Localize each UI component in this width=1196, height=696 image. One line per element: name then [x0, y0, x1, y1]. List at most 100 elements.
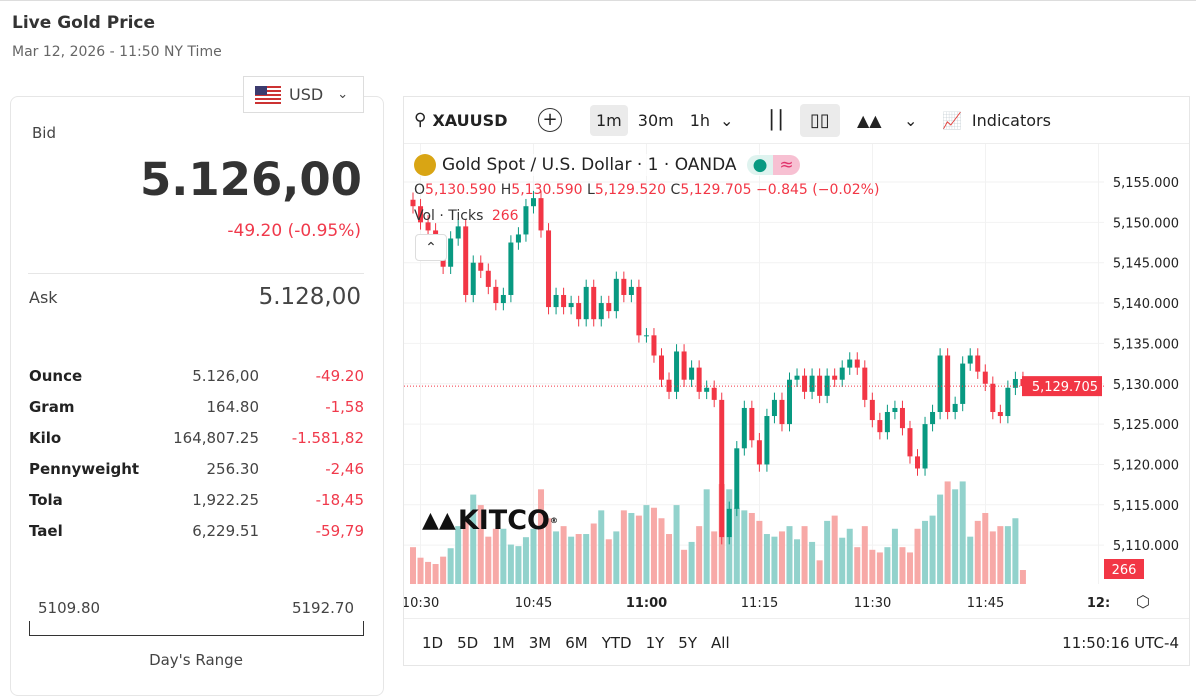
volume-bar: [515, 546, 522, 584]
price-tick: 5,120.000: [1113, 458, 1179, 473]
interval-1h[interactable]: 1h: [689, 110, 711, 130]
unit-change: -1,58: [325, 398, 364, 416]
unit-value: 164,807.25: [173, 429, 259, 447]
unit-row: Ounce 5.126,00 -49.20: [29, 367, 364, 395]
unit-change: -59,79: [315, 522, 364, 540]
symbol-label: XAUUSD: [432, 110, 508, 130]
range-1M[interactable]: 1M: [492, 634, 515, 652]
last-price-box: [1022, 376, 1102, 397]
volume-bar: [620, 510, 627, 584]
area-chart-icon[interactable]: ▲▲: [857, 110, 882, 130]
candle: [696, 367, 702, 392]
candle: [839, 367, 845, 380]
volume-bar: [824, 520, 831, 584]
compare-add-icon[interactable]: +: [538, 108, 562, 132]
volume-bar: [771, 536, 778, 584]
interval-30m[interactable]: 30m: [637, 110, 674, 130]
volume-bar: [914, 528, 921, 584]
volume-bar: [989, 531, 996, 584]
volume-bar: [997, 526, 1004, 584]
interval-1m[interactable]: 1m: [590, 104, 628, 136]
candle: [734, 448, 740, 509]
candle: [997, 411, 1003, 417]
volume-bar: [530, 528, 537, 584]
candle: [975, 355, 981, 372]
volume-bar: [846, 528, 853, 584]
range-3M[interactable]: 3M: [528, 634, 552, 652]
volume-bar: [455, 526, 462, 584]
range-5Y[interactable]: 5Y: [678, 634, 698, 652]
volume-bar: [560, 526, 567, 584]
volume-bar: [861, 526, 868, 584]
candle: [771, 399, 777, 417]
volume-bar: [553, 531, 560, 584]
candle: [749, 407, 755, 441]
chart-type-dropdown-icon[interactable]: ⌄: [904, 110, 918, 130]
volume-bar: [944, 481, 951, 584]
volume-label: Vol · Ticks: [414, 208, 484, 224]
candle: [478, 262, 484, 271]
range-6M[interactable]: 6M: [565, 634, 588, 652]
divider: [28, 273, 364, 274]
currency-select[interactable]: USD ⌄: [243, 76, 364, 113]
interval-dropdown-icon[interactable]: ⌄: [720, 110, 734, 130]
volume-bar: [410, 547, 416, 584]
change-value: −0.845 (−0.02%): [756, 182, 880, 198]
candle: [674, 351, 680, 392]
indicators-icon: 📈: [942, 110, 962, 130]
volume-bar: [447, 548, 454, 584]
range-YTD[interactable]: YTD: [601, 634, 632, 652]
candle: [689, 367, 695, 380]
last-volume-box: [1104, 559, 1144, 579]
volume-bar: [884, 547, 891, 584]
candle: [546, 230, 552, 308]
candle: [613, 278, 619, 312]
candle: [899, 407, 905, 429]
volume-bar: [748, 512, 755, 584]
range-bar: [29, 621, 364, 636]
collapse-legend-button[interactable]: ⌃: [415, 234, 447, 261]
range-1D[interactable]: 1D: [422, 634, 444, 652]
volume-bar: [666, 534, 673, 584]
candle: [598, 303, 604, 320]
volume-bar: [545, 518, 552, 584]
candle: [817, 375, 823, 396]
volume-bar: [952, 489, 959, 584]
candle: [666, 379, 672, 392]
price-tick: 5,145.000: [1113, 257, 1179, 272]
range-All[interactable]: All: [711, 634, 730, 652]
page-title: Live Gold Price: [12, 13, 156, 33]
candle: [832, 375, 838, 380]
indicators-button[interactable]: 📈 Indicators: [942, 97, 1051, 143]
time-tick: 11:15: [741, 596, 778, 611]
candle: [719, 399, 725, 538]
candle: [636, 286, 642, 336]
candle: [960, 363, 966, 404]
candle: [508, 242, 514, 295]
volume-bar: [522, 537, 529, 584]
bar-chart-icon[interactable]: ⎥⎥: [765, 109, 783, 131]
range-5D[interactable]: 5D: [457, 634, 479, 652]
range-1Y[interactable]: 1Y: [645, 634, 665, 652]
volume-bar: [568, 536, 575, 584]
settings-icon[interactable]: ⬡: [1136, 592, 1150, 611]
volume-bar: [816, 560, 823, 584]
unit-change: -1.581,82: [291, 429, 364, 447]
candle: [523, 206, 529, 235]
candle: [892, 407, 898, 412]
candlestick-icon[interactable]: ▯▯: [800, 103, 840, 137]
delayed-badge[interactable]: ≈: [773, 155, 800, 175]
candle: [561, 294, 567, 308]
candle: [418, 206, 424, 223]
volume-bar: [786, 526, 793, 584]
market-status-badge[interactable]: ●: [746, 155, 774, 175]
volume-bar: [756, 520, 763, 584]
range-low: 5109.80: [38, 599, 101, 617]
candle: [877, 420, 883, 433]
volume-bar: [643, 505, 650, 584]
price-chart[interactable]: 5,155.000 5,150.000 5,145.000 5,140.000 5,13…: [404, 144, 1189, 667]
ask-label: Ask: [29, 288, 58, 307]
candle: [1012, 378, 1018, 388]
symbol-search[interactable]: ⚲ XAUUSD: [414, 97, 507, 143]
volume-bar: [613, 531, 620, 584]
